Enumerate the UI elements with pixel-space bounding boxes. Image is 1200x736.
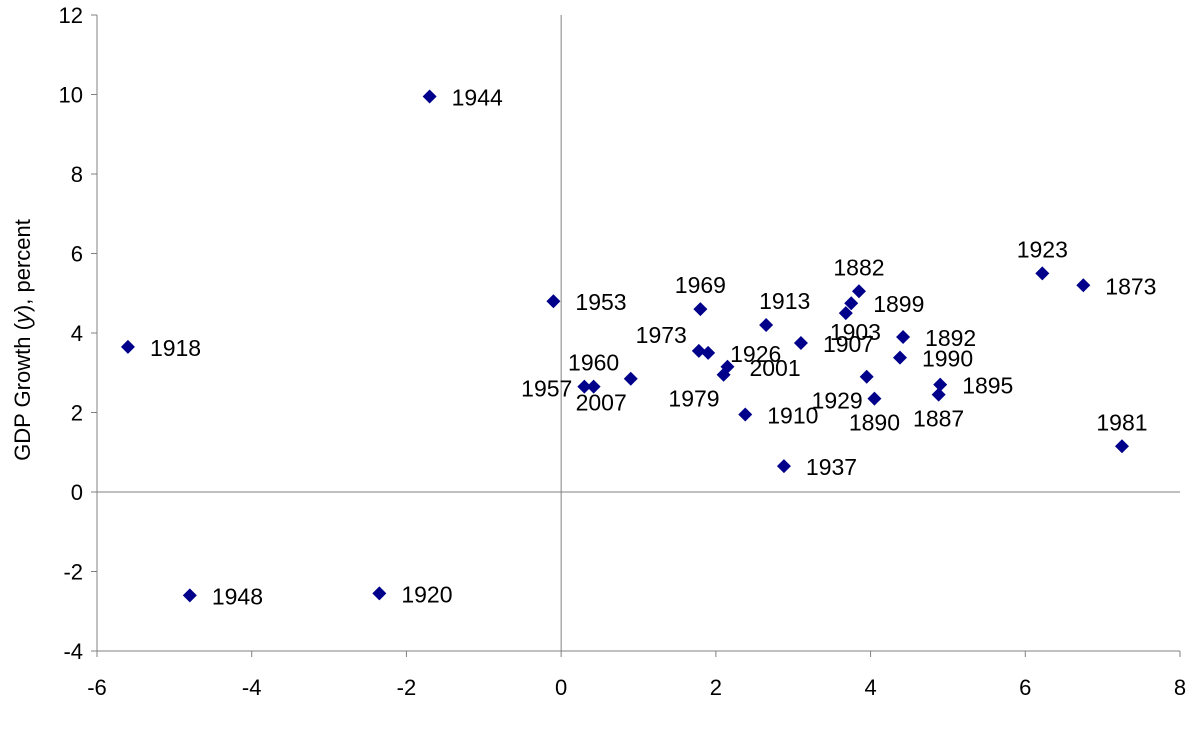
point-1960: [586, 379, 601, 394]
point-1892: [896, 329, 911, 344]
point-1953: [546, 294, 561, 309]
x-tick-label: 2: [710, 675, 722, 700]
point-1907: [793, 335, 808, 350]
point-label-1873: 1873: [1105, 273, 1156, 299]
point-1890: [867, 391, 882, 406]
point-label-1913: 1913: [759, 288, 810, 314]
point-1903: [838, 306, 853, 321]
x-tick-label: -6: [87, 675, 107, 700]
point-label-1948: 1948: [212, 583, 263, 609]
x-tick-label: -2: [397, 675, 417, 700]
point-1957: [577, 379, 592, 394]
point-label-1929: 1929: [812, 388, 863, 414]
point-1929: [859, 369, 874, 384]
point-label-1892: 1892: [925, 325, 976, 351]
y-axis-title-part-2: y: [10, 310, 35, 325]
point-label-1969: 1969: [675, 272, 726, 298]
y-tick-label: 10: [59, 83, 83, 108]
point-1926: [701, 345, 716, 360]
point-label-1890: 1890: [849, 410, 900, 436]
point-label-1920: 1920: [401, 581, 452, 607]
x-tick-label: 0: [555, 675, 567, 700]
point-1882: [851, 284, 866, 299]
point-2007: [623, 371, 638, 386]
point-1969: [693, 302, 708, 317]
point-1937: [776, 459, 791, 474]
point-2001: [720, 359, 735, 374]
point-label-1882: 1882: [833, 254, 884, 280]
point-1895: [933, 377, 948, 392]
point-label-2001: 2001: [749, 355, 800, 381]
point-1923: [1035, 266, 1050, 281]
point-label-1960: 1960: [568, 350, 619, 376]
point-1990: [892, 350, 907, 365]
point-label-1973: 1973: [636, 322, 687, 348]
point-label-1923: 1923: [1017, 236, 1068, 262]
y-axis-title: GDP Growth (y), percent: [10, 219, 35, 461]
point-label-1903: 1903: [830, 319, 881, 345]
y-axis-title-part-3: ), percent: [10, 219, 35, 312]
y-tick-label: 6: [71, 242, 83, 267]
y-tick-label: 8: [71, 162, 83, 187]
y-tick-label: 0: [71, 480, 83, 505]
point-label-2007: 2007: [576, 390, 627, 416]
point-1910: [738, 407, 753, 422]
point-label-1899: 1899: [873, 291, 924, 317]
x-tick-label: 6: [1019, 675, 1031, 700]
y-tick-label: -4: [63, 639, 83, 664]
point-label-1937: 1937: [806, 454, 857, 480]
point-1944: [422, 89, 437, 104]
point-1918: [120, 339, 135, 354]
y-tick-label: 12: [59, 3, 83, 28]
y-tick-label: 2: [71, 401, 83, 426]
point-label-1895: 1895: [962, 373, 1013, 399]
point-label-1979: 1979: [668, 386, 719, 412]
point-label-1926: 1926: [730, 341, 781, 367]
y-axis-title-part-1: GDP Growth (: [10, 322, 35, 460]
y-tick-label: -2: [63, 560, 83, 585]
point-label-1918: 1918: [150, 335, 201, 361]
point-1981: [1114, 439, 1129, 454]
point-1973: [691, 343, 706, 358]
x-tick-label: 4: [864, 675, 876, 700]
x-tick-label: -4: [242, 675, 262, 700]
data-points: [120, 89, 1129, 603]
point-1873: [1076, 278, 1091, 293]
point-label-1957: 1957: [521, 376, 572, 402]
point-1948: [182, 588, 197, 603]
point-label-1910: 1910: [767, 402, 818, 428]
y-tick-label: 4: [71, 321, 83, 346]
point-1899: [844, 296, 859, 311]
x-tick-label: 8: [1174, 675, 1186, 700]
point-label-1990: 1990: [922, 346, 973, 372]
point-label-1944: 1944: [452, 84, 503, 110]
point-1887: [931, 387, 946, 402]
point-label-1907: 1907: [823, 331, 874, 357]
point-label-1953: 1953: [575, 289, 626, 315]
point-1913: [759, 318, 774, 333]
point-label-1887: 1887: [913, 406, 964, 432]
point-1920: [372, 586, 387, 601]
point-label-1981: 1981: [1096, 409, 1147, 435]
